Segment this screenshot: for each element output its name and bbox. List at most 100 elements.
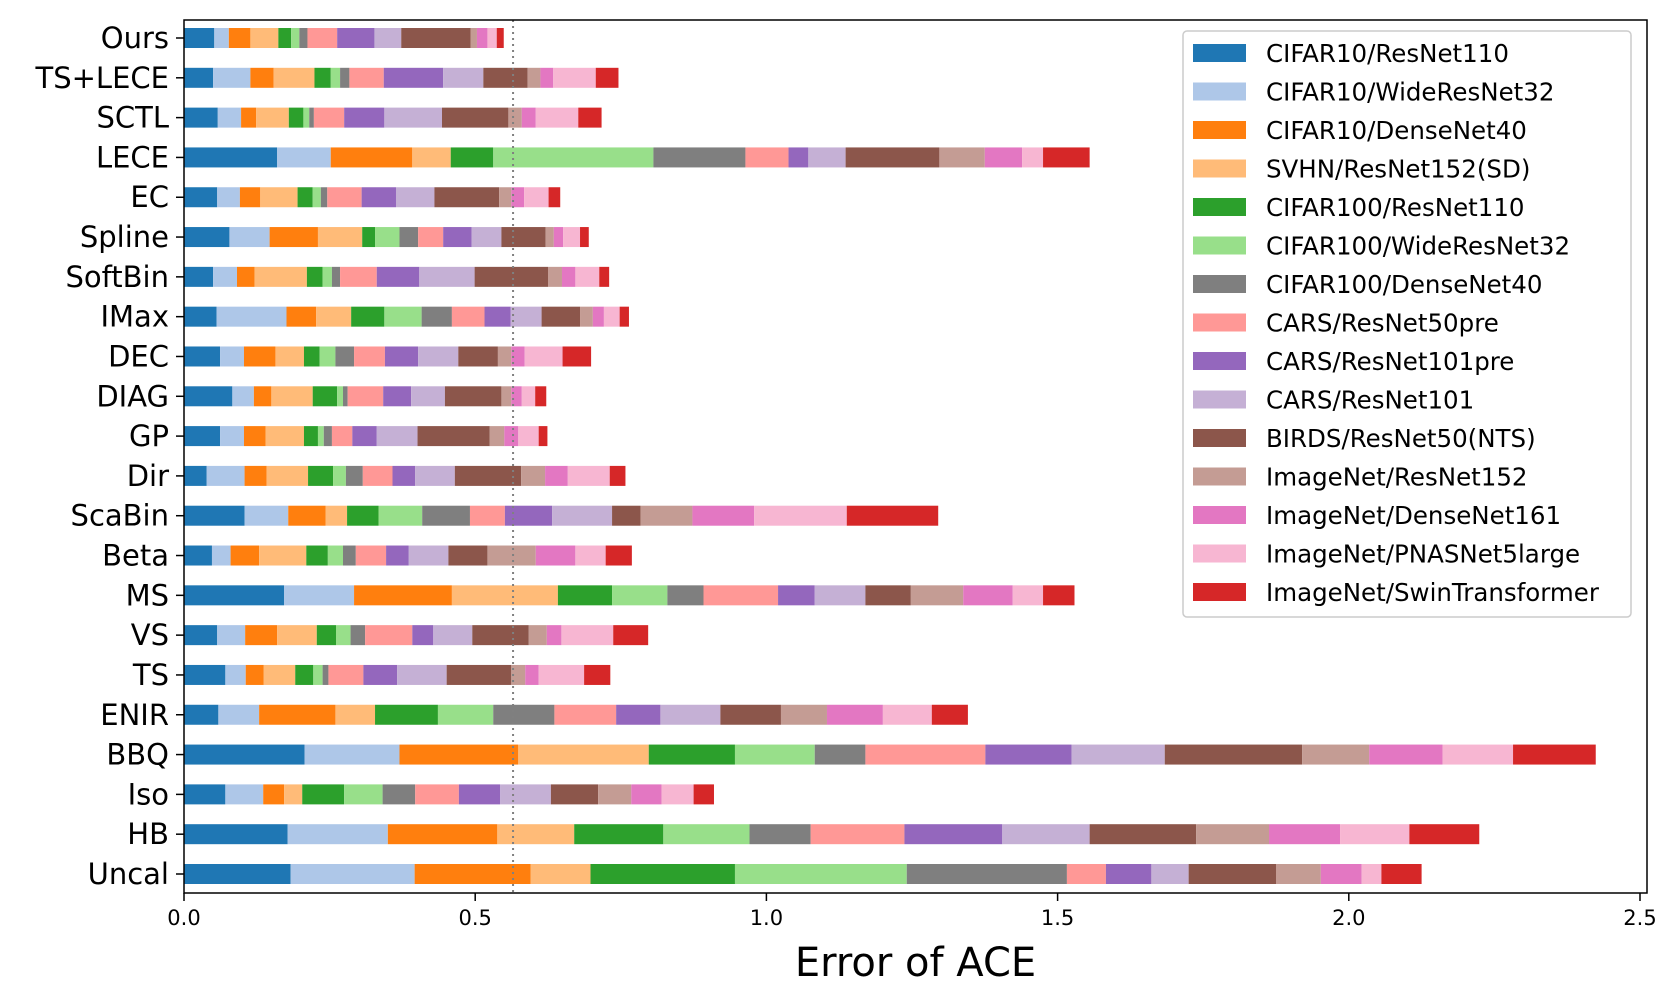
bar-segment [545, 227, 554, 248]
bar-segment [244, 465, 267, 486]
bar-segment [904, 824, 1003, 845]
bar-segment [383, 386, 412, 407]
bar-segment [184, 147, 278, 168]
bar-segment [354, 346, 385, 367]
bar-segment [1043, 585, 1075, 606]
bar-segment [567, 465, 610, 486]
bar-segment [347, 505, 379, 526]
bar-segment [245, 664, 264, 685]
bar-segment [330, 147, 413, 168]
bar-segment [528, 625, 547, 646]
bar-segment [335, 346, 355, 367]
bar-segment [521, 465, 546, 486]
bar-segment [206, 465, 245, 486]
bar-segment [525, 664, 539, 685]
bar-segment [474, 266, 548, 287]
bar-segment [308, 465, 334, 486]
bar-segment [271, 386, 313, 407]
category-label: SoftBin [65, 260, 169, 294]
x-tick-label: 1.0 [750, 906, 783, 930]
legend-swatch [1193, 506, 1246, 524]
bar-segment [906, 864, 1067, 884]
bar-segment [309, 107, 314, 128]
category-label: ENIR [100, 698, 169, 732]
bar-segment [217, 625, 246, 646]
bar-segment [865, 585, 911, 606]
bar-segment [693, 784, 714, 805]
bar-segment [340, 67, 350, 88]
bar-segment [250, 28, 279, 48]
bar-segment [362, 227, 376, 248]
bar-segment [1151, 864, 1189, 884]
bar-segment [313, 107, 345, 128]
bar-segment [1269, 824, 1341, 845]
bar-segment [184, 704, 219, 725]
category-label: VS [131, 618, 169, 652]
category-label: TS+LECE [35, 61, 169, 95]
legend-swatch [1193, 198, 1246, 216]
bar-segment [383, 67, 444, 88]
bar-segment [335, 704, 376, 725]
bar-segment [303, 426, 318, 447]
bar-segment [595, 67, 619, 88]
bar-segment [810, 824, 905, 845]
bar-segment [599, 266, 610, 287]
bar-segment [451, 585, 558, 606]
bar-segment [362, 465, 393, 486]
bar-segment [184, 386, 233, 407]
bar-segment [814, 585, 866, 606]
legend-swatch [1193, 82, 1246, 101]
bar-segment [472, 625, 529, 646]
bar-segment [184, 784, 226, 805]
bar-segment [788, 147, 809, 168]
bar-segment [220, 426, 244, 447]
bar-segment [214, 28, 229, 48]
bar-segment [541, 306, 581, 327]
bar-segment [530, 864, 591, 884]
bar-segment [273, 67, 315, 88]
bar-segment [448, 545, 488, 566]
bar-segment [497, 824, 575, 845]
bar-segment [939, 147, 985, 168]
bar-segment [511, 664, 526, 685]
bar-segment [619, 306, 629, 327]
bar-segment [299, 28, 308, 48]
bar-segment [184, 545, 212, 566]
bar-segment [297, 187, 313, 208]
category-label: EC [130, 180, 169, 214]
bar-segment [306, 545, 328, 566]
bar-segment [284, 784, 303, 805]
bar-segment [667, 585, 704, 606]
bar-segment [320, 187, 328, 208]
bar-segment [1012, 585, 1044, 606]
bar-segment [578, 107, 602, 128]
bar-segment [511, 187, 525, 208]
bar-segment [218, 704, 260, 725]
bar-segment [612, 585, 668, 606]
bar-segment [1276, 864, 1321, 884]
bar-segment [548, 266, 562, 287]
bar-segment [414, 864, 531, 884]
bar-segment [228, 28, 251, 48]
bar-segment [631, 784, 662, 805]
bar-segment [243, 346, 276, 367]
axes-frame [183, 19, 1648, 894]
bar-segment [354, 585, 452, 606]
bar-segment [384, 346, 419, 367]
bar-segment [422, 505, 470, 526]
category-label: Iso [128, 777, 169, 811]
bar-segment [229, 227, 270, 248]
bar-segment [504, 426, 519, 447]
bar-segment [535, 386, 547, 407]
bars-layer [184, 28, 1596, 884]
bar-segment [471, 227, 502, 248]
bar-segment [237, 266, 255, 287]
bar-segment [501, 386, 512, 407]
bar-segment [259, 704, 336, 725]
bar-segment [355, 545, 387, 566]
bar-segment [1196, 824, 1270, 845]
bar-segment [317, 227, 363, 248]
bar-segment [574, 824, 664, 845]
bar-segment [575, 545, 606, 566]
